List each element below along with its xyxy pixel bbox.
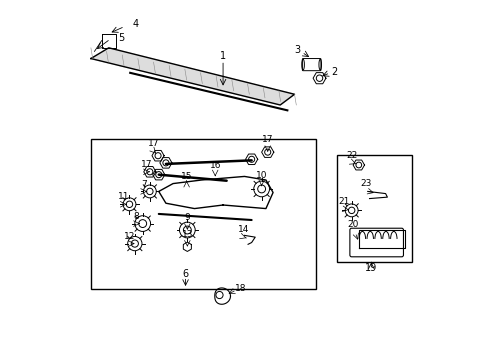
Text: 7: 7 [141, 180, 146, 189]
Text: 19: 19 [365, 262, 377, 273]
Text: 13: 13 [181, 230, 193, 239]
Text: 11: 11 [118, 193, 129, 202]
Polygon shape [91, 48, 294, 105]
Text: 12: 12 [123, 232, 135, 241]
Text: 1: 1 [220, 51, 225, 61]
Text: 22: 22 [346, 151, 357, 160]
Text: 14: 14 [238, 225, 249, 234]
Bar [91, 139, 315, 289]
Text: 8: 8 [134, 212, 139, 221]
Text: 20: 20 [347, 220, 358, 229]
Text: 10: 10 [255, 171, 267, 180]
Text: 2: 2 [331, 67, 337, 77]
Text: 4: 4 [132, 19, 138, 29]
Text: 9: 9 [184, 213, 190, 222]
Text: 17: 17 [140, 160, 152, 169]
Text: 23: 23 [360, 179, 371, 188]
Text: 17: 17 [147, 139, 159, 148]
Text: 3: 3 [294, 45, 300, 55]
Text: 6: 6 [182, 269, 188, 279]
Text: 15: 15 [181, 172, 192, 181]
Text: 5: 5 [118, 33, 124, 43]
Text: 16: 16 [209, 161, 221, 170]
Text: 18: 18 [235, 284, 246, 293]
Bar [337, 155, 411, 262]
Text: 17: 17 [262, 135, 273, 144]
Text: 21: 21 [337, 197, 349, 206]
